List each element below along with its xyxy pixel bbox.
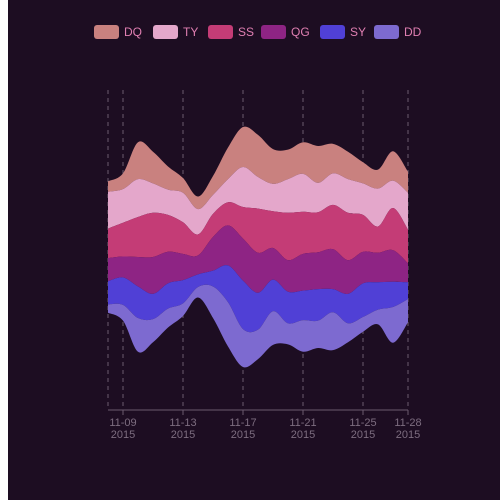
legend-swatch — [94, 25, 119, 39]
legend-item-ty[interactable]: TY — [153, 25, 198, 39]
stream-ss[interactable] — [108, 202, 408, 264]
x-tick-year: 2015 — [351, 429, 375, 441]
themeriver-chart: 11-09201511-13201511-17201511-21201511-2… — [94, 25, 422, 441]
legend-item-dq[interactable]: DQ — [94, 25, 142, 39]
x-tick-label: 11-21 — [289, 417, 316, 429]
legend-swatch — [374, 25, 399, 39]
legend-swatch — [153, 25, 178, 39]
x-tick-label: 11-09 — [109, 417, 136, 429]
chart-background: 11-09 2015 11-13 2015 11-17 2015 11-21 2015 11-2… — [8, 0, 500, 500]
stream-qg[interactable] — [108, 225, 408, 294]
stream-dq[interactable] — [108, 126, 408, 210]
legend-label: QG — [291, 25, 310, 39]
legend-item-sy[interactable]: SY — [320, 25, 366, 39]
legend-swatch — [261, 25, 286, 39]
x-tick-label: 11-17 — [229, 417, 256, 429]
legend-item-ss[interactable]: SS — [208, 25, 254, 39]
legend-label: TY — [183, 25, 198, 39]
x-tick-year: 2015 — [396, 429, 420, 441]
stream-sy[interactable] — [108, 265, 408, 333]
legend-label: DD — [404, 25, 422, 39]
legend-label: SY — [350, 25, 366, 39]
stream-layers — [108, 126, 408, 368]
stream-ty[interactable] — [108, 166, 408, 235]
x-axis: 11-09201511-13201511-17201511-21201511-2… — [108, 409, 422, 441]
x-tick-label: 11-25 — [349, 417, 376, 429]
x-tick-year: 2015 — [231, 429, 255, 441]
stream-dd[interactable] — [108, 284, 408, 368]
legend-swatch — [208, 25, 233, 39]
legend-label: SS — [238, 25, 254, 39]
legend-item-qg[interactable]: QG — [261, 25, 310, 39]
legend-swatch — [320, 25, 345, 39]
legend-label: DQ — [124, 25, 142, 39]
x-tick-year: 2015 — [291, 429, 315, 441]
x-tick-year: 2015 — [171, 429, 195, 441]
x-tick-label: 11-28 — [394, 417, 421, 429]
legend: DQ TY SS QG SY DD — [94, 25, 422, 39]
legend-item-dd[interactable]: DD — [374, 25, 422, 39]
x-tick-label: 11-13 — [169, 417, 196, 429]
x-tick-year: 2015 — [111, 429, 135, 441]
